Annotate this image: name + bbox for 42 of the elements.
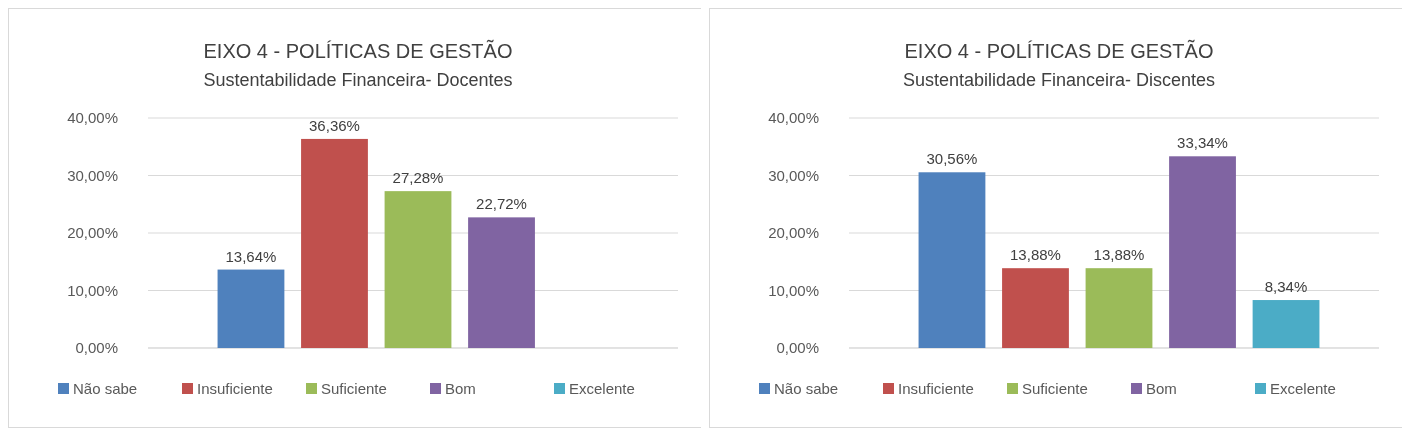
y-tick-label: 30,00% xyxy=(67,166,118,184)
chart-subtitle: Sustentabilidade Financeira- Docentes xyxy=(203,70,513,90)
bar xyxy=(301,138,368,348)
y-tick-label: 0,00% xyxy=(75,339,118,356)
legend-label: Excelente xyxy=(1270,380,1336,397)
legend-label: Não sabe xyxy=(774,380,839,397)
legend-label: Suficiente xyxy=(321,380,387,397)
legend-label: Insuficiente xyxy=(197,380,273,397)
y-tick-label: 10,00% xyxy=(67,281,118,299)
data-label: 22,72% xyxy=(476,195,527,213)
y-tick-label: 40,00% xyxy=(67,109,118,126)
bar xyxy=(1169,156,1236,348)
y-tick-label: 0,00% xyxy=(776,339,819,356)
data-label: 27,28% xyxy=(392,169,444,187)
bar xyxy=(1252,300,1320,348)
data-label: 8,34% xyxy=(1264,278,1308,296)
data-label: 13,88% xyxy=(1010,246,1061,264)
y-tick-label: 20,00% xyxy=(768,224,819,241)
bar xyxy=(918,172,986,348)
bar xyxy=(1085,268,1153,348)
bar xyxy=(468,217,535,348)
data-label: 30,56% xyxy=(926,150,978,168)
y-tick-label: 40,00% xyxy=(768,109,819,126)
y-tick-label: 20,00% xyxy=(67,224,118,241)
data-label: 13,64% xyxy=(225,247,277,265)
chart-title: EIXO 4 - POLÍTICAS DE GESTÃO xyxy=(904,39,1214,62)
legend-label: Bom xyxy=(1146,380,1177,397)
legend-label: Insuficiente xyxy=(898,380,974,397)
chart-subtitle: Sustentabilidade Financeira- Discentes xyxy=(902,70,1216,90)
legend-label: Suficiente xyxy=(1022,380,1088,397)
legend-label: Não sabe xyxy=(73,380,138,397)
bar xyxy=(217,269,285,348)
legend-label: Bom xyxy=(445,380,476,397)
y-tick-label: 10,00% xyxy=(768,281,819,299)
data-label: 13,88% xyxy=(1093,246,1145,264)
bar xyxy=(384,191,452,348)
y-tick-label: 30,00% xyxy=(768,166,819,184)
legend-label: Excelente xyxy=(569,380,635,397)
data-label: 33,34% xyxy=(1177,134,1228,152)
bar xyxy=(1002,268,1069,348)
chart-title: EIXO 4 - POLÍTICAS DE GESTÃO xyxy=(203,39,513,62)
data-label: 36,36% xyxy=(309,116,360,134)
